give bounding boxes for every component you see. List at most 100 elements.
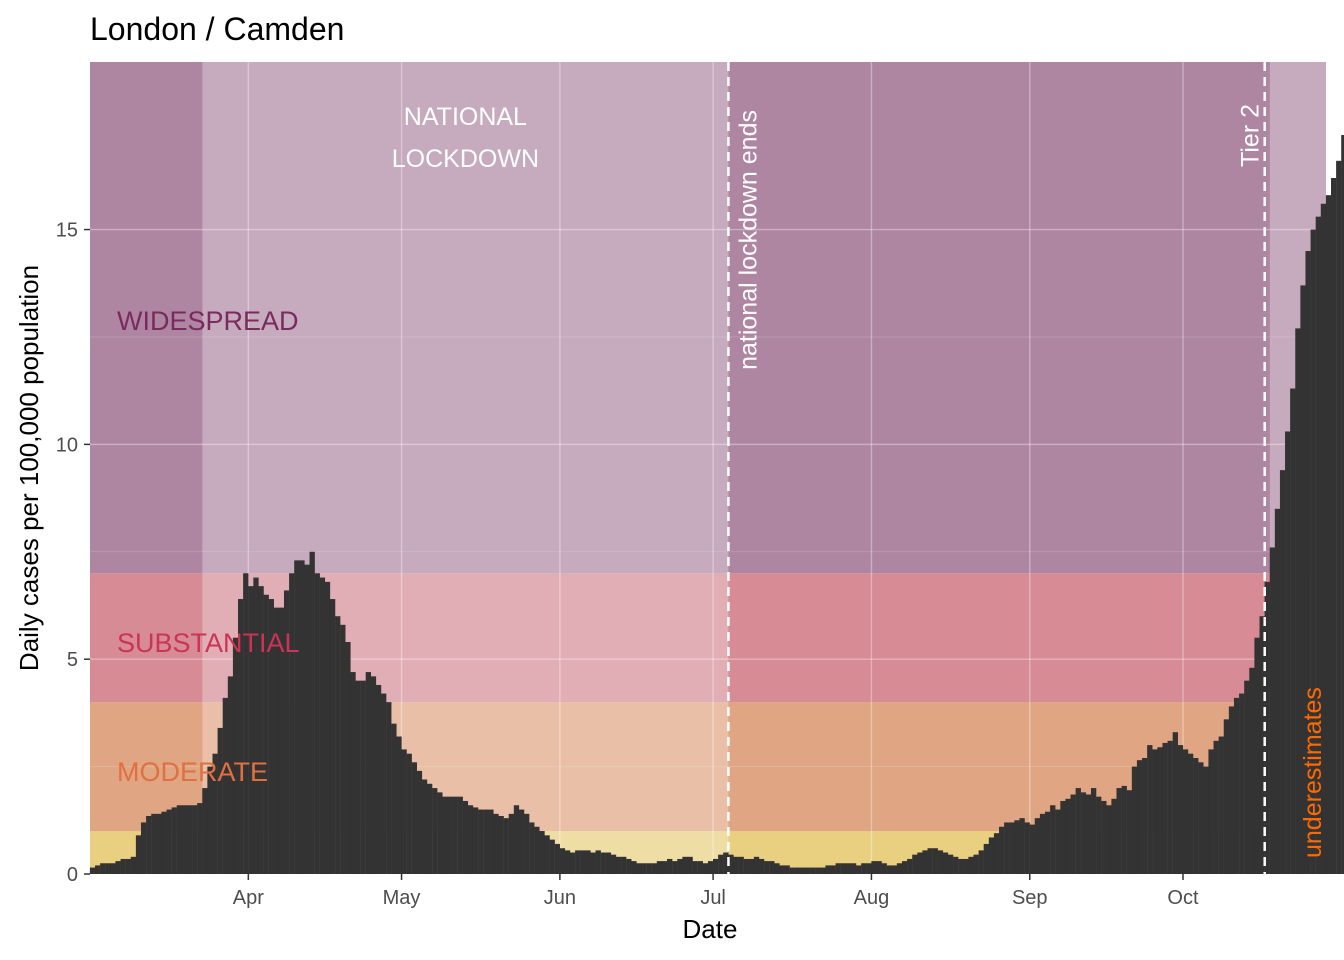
bar [549, 839, 555, 874]
bar [432, 788, 438, 874]
bar [1285, 431, 1291, 874]
bar [580, 850, 586, 874]
bar [534, 826, 540, 874]
bar [1198, 762, 1204, 874]
bar [677, 858, 683, 874]
bar [728, 854, 734, 874]
bar [462, 800, 469, 874]
bar [1004, 822, 1010, 874]
x-tick-label-5: Sep [1012, 887, 1048, 909]
bar [447, 796, 453, 874]
bar [988, 837, 995, 874]
bar [1131, 766, 1138, 874]
bar [667, 858, 673, 874]
bar [309, 551, 315, 874]
bar [161, 811, 167, 874]
bars [89, 135, 1344, 875]
bar [166, 809, 172, 874]
bar [1019, 818, 1025, 874]
bar [1034, 818, 1041, 874]
level-label-moderate: MODERATE [117, 757, 268, 787]
bar [1310, 229, 1316, 875]
bar [493, 813, 499, 874]
bar [983, 843, 990, 874]
bar [1223, 719, 1230, 874]
bar [386, 702, 392, 874]
bar [1233, 697, 1240, 874]
bar [707, 861, 714, 874]
bar [243, 573, 249, 874]
bar [901, 861, 908, 874]
bar [314, 573, 320, 874]
bar [1331, 178, 1337, 874]
bar [202, 788, 208, 874]
bar [595, 850, 601, 874]
bar [120, 858, 126, 874]
bar [421, 779, 428, 874]
bar [273, 607, 280, 874]
bar [1080, 792, 1087, 874]
bar [135, 835, 142, 874]
bar [999, 826, 1005, 874]
bar [1264, 581, 1270, 874]
bar [110, 863, 116, 874]
y-axis: 0 5 10 15 [56, 220, 90, 886]
bar [289, 573, 295, 874]
bar [355, 680, 361, 874]
bar [140, 822, 147, 874]
bar [697, 861, 703, 874]
bar [825, 865, 831, 874]
bar [569, 852, 576, 874]
bar [1213, 740, 1219, 874]
bar [1254, 637, 1260, 874]
bar [1050, 805, 1056, 874]
bar [1090, 788, 1097, 874]
bar [1075, 788, 1081, 874]
bar [391, 723, 397, 874]
bar [1244, 680, 1250, 874]
bar [263, 594, 269, 874]
bar [1274, 508, 1281, 874]
bar [1055, 809, 1061, 874]
bar [406, 753, 412, 874]
bar [503, 818, 509, 874]
bar [1116, 788, 1122, 874]
bar [973, 854, 979, 874]
bar [881, 863, 887, 874]
bar [1167, 740, 1173, 874]
x-tick-label-3: Jul [700, 887, 726, 909]
bar [723, 852, 729, 874]
bar [856, 865, 862, 874]
bar [508, 813, 515, 874]
bar [692, 861, 698, 874]
bar [513, 805, 520, 874]
bar [1295, 328, 1301, 874]
bar [1136, 760, 1143, 874]
bar [181, 805, 188, 874]
bar [978, 850, 984, 874]
bar [442, 796, 448, 874]
lockdown-label-line2: LOCKDOWN [392, 145, 539, 173]
bar [411, 762, 417, 874]
bar [1101, 800, 1107, 874]
level-label-substantial: SUBSTANTIAL [117, 628, 300, 658]
bar [646, 863, 652, 874]
bar [437, 792, 443, 874]
bar [529, 822, 535, 874]
bar [850, 863, 857, 874]
bar [1187, 753, 1194, 874]
bar [753, 856, 760, 874]
bar [1029, 824, 1035, 874]
bar [1142, 758, 1148, 874]
bar [610, 854, 617, 874]
bar [478, 809, 484, 874]
bar [176, 805, 183, 874]
bar [656, 861, 663, 874]
bar [238, 599, 244, 874]
bar [1193, 758, 1199, 874]
lockdown-label-line1: NATIONAL [404, 103, 527, 131]
bar [631, 861, 637, 874]
bar [886, 865, 892, 874]
bar [896, 863, 903, 874]
